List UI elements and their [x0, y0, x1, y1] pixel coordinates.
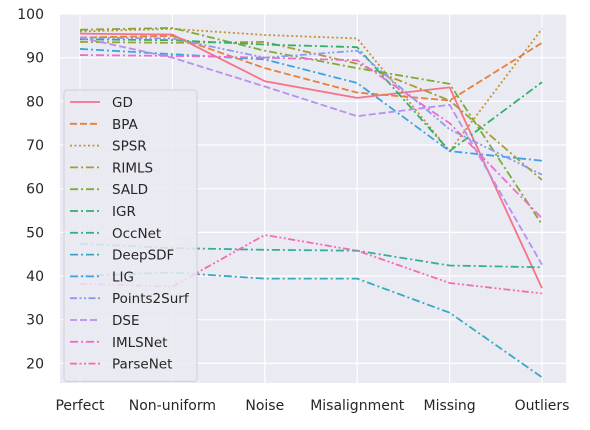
legend-label: LIG — [112, 269, 134, 285]
x-tick-label: Missing — [423, 398, 475, 414]
series-line-occnet — [79, 242, 543, 269]
series-line-bpa — [79, 34, 543, 102]
x-tick-label: Misalignment — [310, 398, 405, 414]
y-tick-label: 40 — [26, 269, 44, 285]
x-axis-ticks: Perfect Non-uniform Noise Misalignment Missi… — [55, 398, 569, 414]
legend-label: SALD — [112, 182, 148, 198]
legend: GD BPA SPSR RIMLS SALD IGR OccNet DeepSDF LIG Poi… — [63, 89, 198, 382]
legend-label: DSE — [112, 313, 140, 329]
y-tick-label: 60 — [26, 182, 44, 198]
series-line-sald — [79, 27, 543, 225]
legend-label: IMLSNet — [112, 335, 167, 351]
legend-label: IGR — [112, 204, 136, 220]
legend-label: DeepSDF — [112, 248, 174, 264]
legend-label: SPSR — [112, 139, 147, 155]
legend-label: ParseNet — [112, 357, 172, 373]
legend-label: BPA — [112, 117, 139, 133]
legend-label: OccNet — [112, 226, 161, 242]
legend-box — [63, 89, 198, 382]
series-line-deepsdf — [79, 271, 543, 379]
y-axis-ticks: 20 30 40 50 60 70 80 90 100 — [17, 7, 44, 372]
legend-label: RIMLS — [112, 160, 153, 176]
y-tick-label: 20 — [26, 356, 44, 372]
x-tick-label: Non-uniform — [129, 398, 216, 414]
y-tick-label: 30 — [26, 313, 44, 329]
series-line-gd — [79, 32, 543, 289]
series-line-imlsnet — [79, 54, 543, 219]
x-tick-label: Perfect — [55, 398, 105, 414]
y-tick-label: 70 — [26, 138, 44, 154]
series-line-spsr — [79, 27, 543, 153]
y-tick-label: 100 — [17, 7, 44, 23]
series-line-dse — [79, 36, 543, 266]
y-tick-label: 50 — [26, 225, 44, 241]
x-tick-label: Outliers — [515, 398, 570, 414]
y-tick-label: 90 — [26, 51, 44, 67]
x-tick-label: Noise — [245, 398, 284, 414]
legend-label: Points2Surf — [112, 291, 190, 307]
legend-label: GD — [112, 95, 133, 111]
series-line-points2surf — [79, 36, 543, 176]
y-tick-label: 80 — [26, 94, 44, 110]
